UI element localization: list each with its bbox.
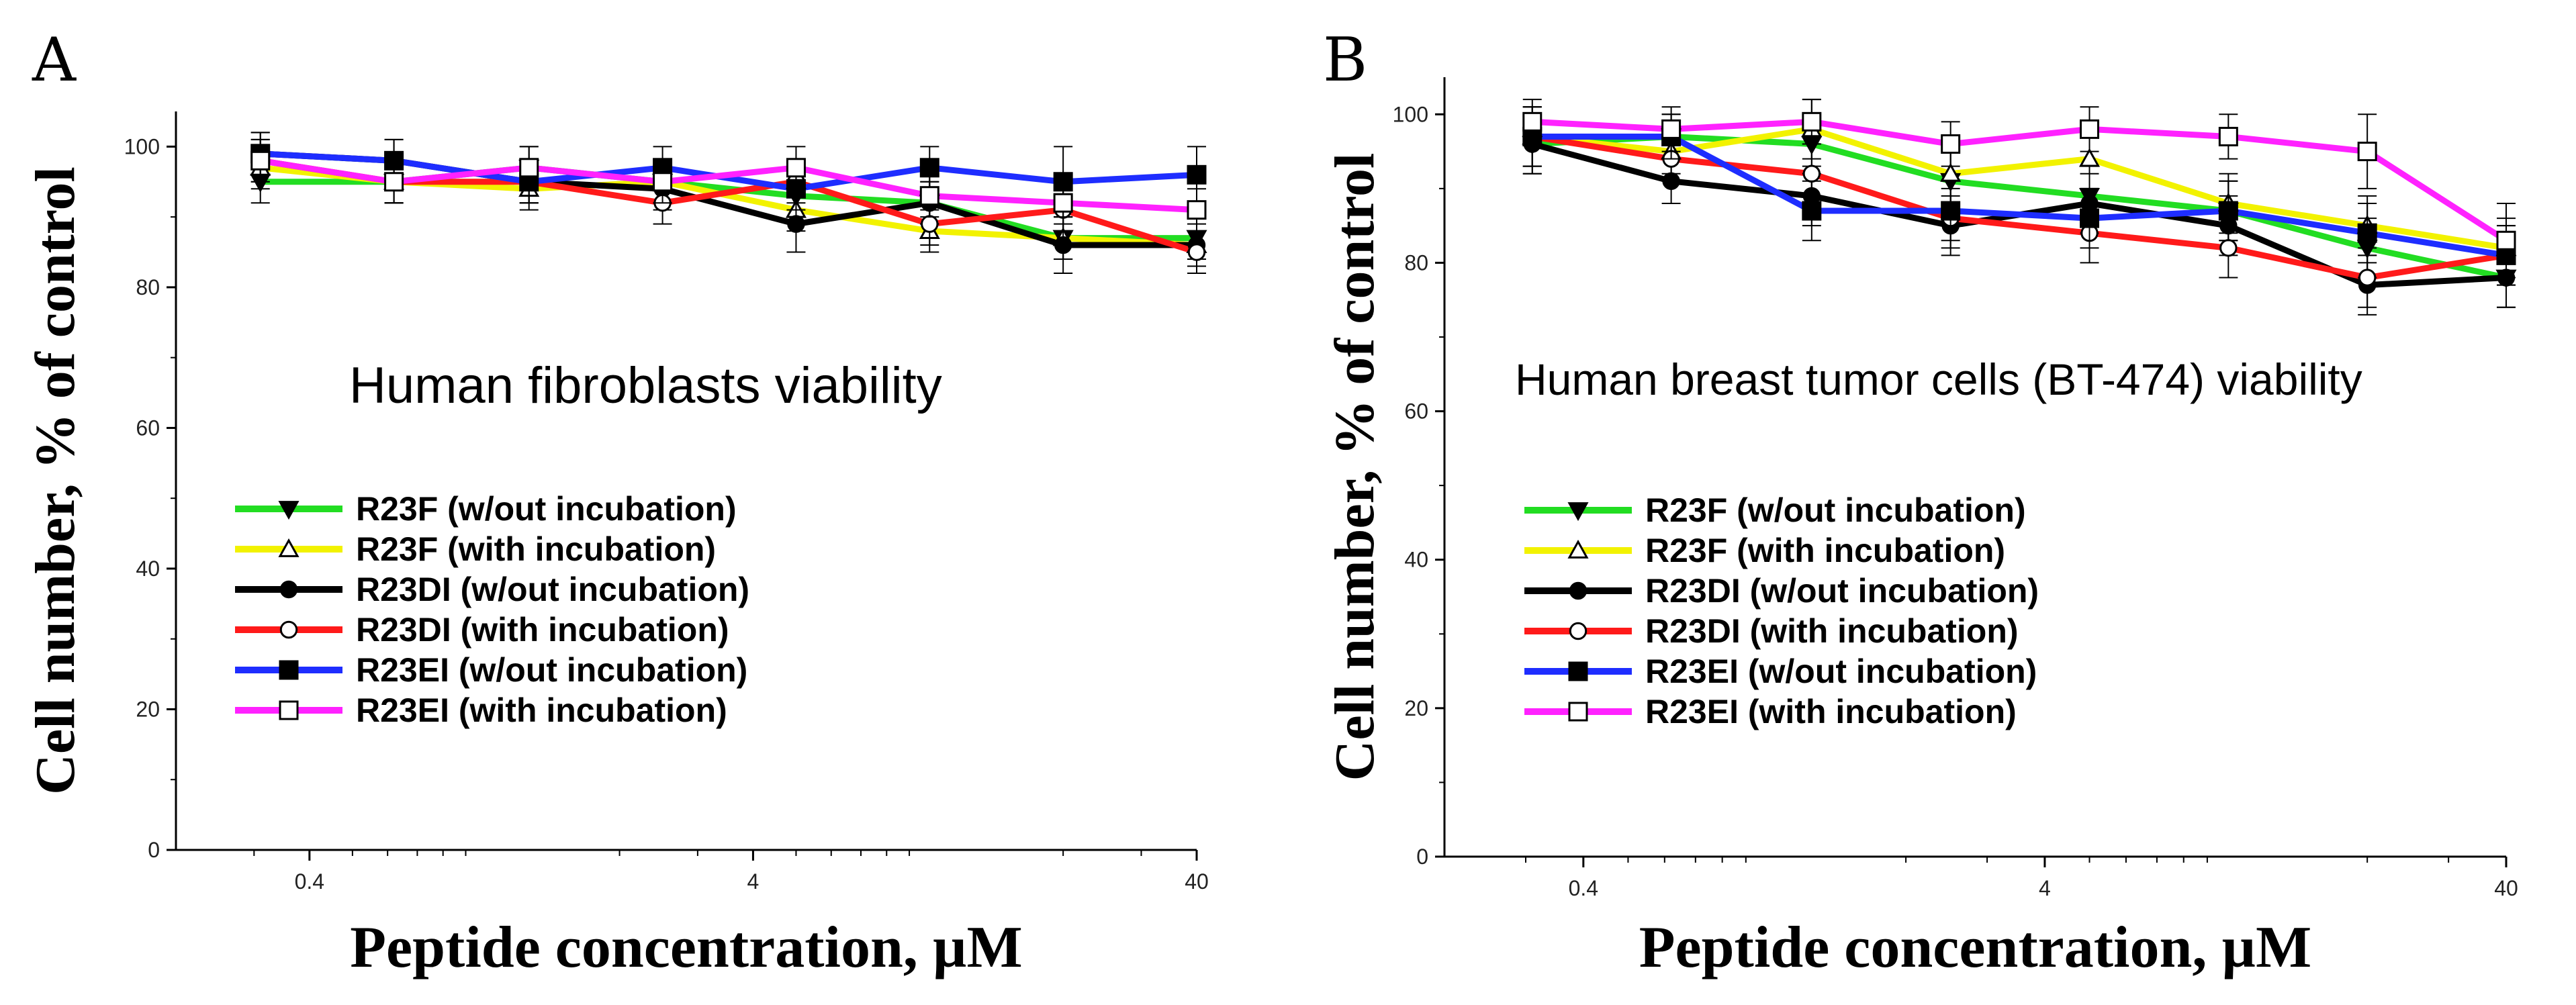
panel-letter: B xyxy=(1323,25,1367,95)
data-point xyxy=(1524,113,1541,130)
data-point xyxy=(1188,166,1205,183)
legend-marker xyxy=(280,661,297,679)
data-point xyxy=(788,216,804,232)
y-tick-label: 0 xyxy=(1416,845,1428,869)
data-point xyxy=(2358,224,2376,242)
legend-marker xyxy=(1569,703,1587,720)
legend-label: R23EI (w/out incubation) xyxy=(1645,653,2037,690)
x-tick-label: 40 xyxy=(2494,876,2518,900)
legend-marker xyxy=(281,581,296,597)
data-point xyxy=(654,173,672,191)
data-point xyxy=(1189,244,1204,260)
y-tick-label: 80 xyxy=(1404,250,1428,275)
legend: R23F (w/out incubation)R23F (with incuba… xyxy=(235,490,749,729)
data-point xyxy=(1804,166,1819,181)
legend: R23F (w/out incubation)R23F (with incuba… xyxy=(1524,491,2039,730)
legend-label: R23F (with incubation) xyxy=(356,530,716,568)
data-point xyxy=(2081,120,2099,138)
y-tick-label: 100 xyxy=(1393,102,1428,126)
y-tick-label: 60 xyxy=(136,416,160,440)
legend-label: R23DI (w/out incubation) xyxy=(1645,572,2039,610)
legend-label: R23F (w/out incubation) xyxy=(1645,491,2026,529)
legend-marker xyxy=(1570,623,1585,638)
data-point xyxy=(1942,136,1960,153)
legend-marker xyxy=(1569,663,1587,680)
legend-label: R23DI (with incubation) xyxy=(1645,612,2019,650)
data-point xyxy=(921,159,938,177)
y-tick-label: 20 xyxy=(136,697,160,721)
x-tick-label: 4 xyxy=(2039,876,2051,900)
x-axis-title: Peptide concentration, µM xyxy=(350,915,1022,980)
y-tick-label: 0 xyxy=(148,838,160,862)
chart-annotation: Human fibroblasts viability xyxy=(349,357,942,414)
data-point xyxy=(921,187,938,205)
panel-letter: A xyxy=(32,25,77,95)
data-point xyxy=(2219,128,2237,145)
legend-marker xyxy=(281,622,296,637)
legend-label: R23EI (with incubation) xyxy=(1645,693,2017,730)
data-point xyxy=(385,173,403,191)
y-tick-label: 60 xyxy=(1404,399,1428,424)
data-point xyxy=(1054,194,1072,211)
data-point xyxy=(2221,240,2236,256)
data-point xyxy=(1803,202,1821,220)
data-point xyxy=(252,152,269,169)
data-point xyxy=(2081,209,2099,227)
data-point xyxy=(1055,237,1070,252)
x-tick-label: 40 xyxy=(1185,869,1209,894)
legend-label: R23F (w/out incubation) xyxy=(356,490,737,528)
x-tick-label: 0.4 xyxy=(1569,876,1598,900)
legend-marker xyxy=(1570,583,1585,598)
data-point xyxy=(1663,120,1680,138)
y-tick-label: 100 xyxy=(124,134,160,158)
data-point xyxy=(1942,202,1960,220)
legend-label: R23F (with incubation) xyxy=(1645,532,2005,569)
y-tick-label: 80 xyxy=(136,275,160,299)
data-point xyxy=(2219,202,2237,220)
legend-label: R23EI (w/out incubation) xyxy=(356,651,747,689)
data-point xyxy=(787,159,804,177)
x-tick-label: 4 xyxy=(747,869,760,894)
y-tick-label: 40 xyxy=(136,557,160,581)
legend-label: R23EI (with incubation) xyxy=(356,691,727,729)
data-point xyxy=(922,216,937,232)
chart-panel-b: B 0 20 40 60 80 100 0.4 4 40 Peptide concentration… xyxy=(1323,25,2518,980)
chart-panel-a: A 0 20 40 60 80 100 0.4 4 40 Peptide concentration… xyxy=(24,25,1209,980)
data-point xyxy=(2359,270,2375,285)
data-point xyxy=(1803,113,1821,130)
x-axis-title: Peptide concentration, µM xyxy=(1639,915,2311,980)
data-point xyxy=(2358,143,2376,160)
legend-label: R23DI (with incubation) xyxy=(356,611,729,649)
chart-annotation: Human breast tumor cells (BT-474) viabil… xyxy=(1515,354,2362,404)
data-point xyxy=(520,159,538,177)
legend-label: R23DI (w/out incubation) xyxy=(356,571,749,608)
y-tick-label: 20 xyxy=(1404,696,1428,720)
data-point xyxy=(1188,201,1205,219)
y-axis-title: Cell number, % of control xyxy=(24,166,87,795)
data-point xyxy=(2497,232,2515,249)
y-tick-label: 40 xyxy=(1404,548,1428,572)
y-axis-title: Cell number, % of control xyxy=(1324,153,1386,781)
legend-marker xyxy=(280,702,297,719)
x-tick-label: 0.4 xyxy=(295,869,324,894)
